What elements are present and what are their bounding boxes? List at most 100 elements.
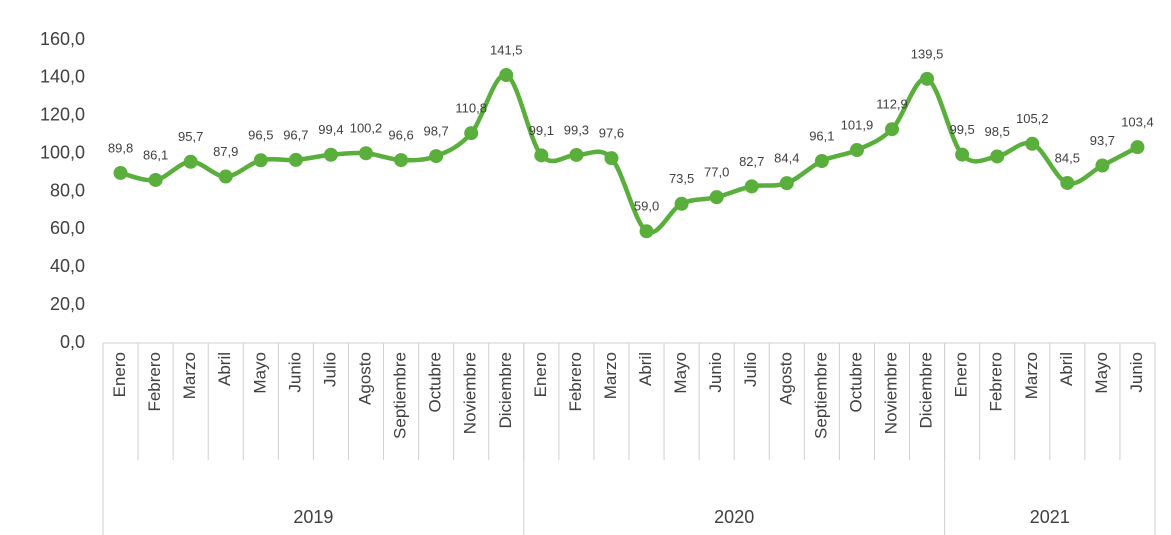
y-tick-label: 60,0 (50, 218, 85, 238)
x-tick-label: Junio (1127, 352, 1146, 393)
value-label: 96,1 (809, 128, 834, 143)
group-label: 2019 (293, 507, 333, 527)
y-tick-label: 20,0 (50, 294, 85, 314)
x-tick-label: Febrero (145, 352, 164, 412)
value-label: 96,7 (283, 127, 308, 142)
x-tick-label: Octubre (426, 352, 445, 412)
x-tick-label: Julio (320, 352, 339, 387)
x-tick-label: Abril (215, 352, 234, 386)
x-tick-label: Noviembre (881, 352, 900, 434)
y-tick-label: 120,0 (40, 105, 85, 125)
x-tick-label: Enero (952, 352, 971, 397)
series-line (119, 72, 1139, 235)
point (323, 147, 338, 162)
value-label: 84,5 (1055, 150, 1080, 165)
value-label: 99,3 (564, 122, 589, 137)
point (990, 149, 1005, 164)
x-tick-label: Septiembre (811, 352, 830, 439)
x-tick-label: Abril (636, 352, 655, 386)
value-label: 73,5 (669, 171, 694, 186)
point (920, 71, 935, 86)
value-label: 100,2 (350, 121, 383, 136)
point (394, 153, 409, 168)
x-tick-label: Diciembre (917, 352, 936, 429)
point (1025, 136, 1040, 151)
value-label: 97,6 (599, 126, 624, 141)
point (253, 153, 268, 168)
y-tick-label: 160,0 (40, 29, 85, 49)
x-tick-label: Junio (706, 352, 725, 393)
point (288, 152, 303, 167)
value-label: 105,2 (1016, 111, 1049, 126)
x-tick-label: Mayo (671, 352, 690, 394)
point (639, 224, 654, 239)
point (218, 169, 233, 184)
y-tick-label: 100,0 (40, 142, 85, 162)
value-label: 84,4 (774, 151, 799, 166)
x-tick-label: Abril (1057, 352, 1076, 386)
point (744, 179, 759, 194)
point (814, 154, 829, 169)
point (1060, 175, 1075, 190)
value-label: 96,5 (248, 128, 273, 143)
point (464, 126, 479, 141)
y-tick-label: 80,0 (50, 180, 85, 200)
x-tick-label: Noviembre (461, 352, 480, 434)
value-label: 139,5 (911, 46, 944, 61)
x-tick-label: Mayo (1092, 352, 1111, 394)
value-label: 110,8 (455, 101, 487, 116)
value-label: 98,5 (985, 124, 1010, 139)
value-label: 93,7 (1090, 133, 1115, 148)
value-label: 96,6 (388, 128, 413, 143)
x-tick-label: Marzo (1022, 352, 1041, 399)
x-tick-label: Agosto (355, 352, 374, 405)
value-label: 141,5 (490, 42, 523, 57)
value-label: 77,0 (704, 165, 729, 180)
group-label: 2020 (714, 507, 754, 527)
value-label: 86,1 (143, 147, 168, 162)
point (359, 146, 373, 161)
x-tick-label: Junio (285, 352, 304, 393)
x-tick-label: Septiembre (391, 352, 410, 439)
x-tick-label: Enero (110, 352, 129, 397)
y-tick-label: 0,0 (60, 332, 85, 352)
point (499, 68, 514, 83)
point (674, 196, 689, 211)
point (1130, 140, 1145, 155)
x-tick-label: Mayo (250, 352, 269, 394)
point (885, 122, 899, 137)
y-tick-label: 140,0 (40, 67, 85, 87)
value-label: 99,5 (949, 122, 974, 137)
value-label: 98,7 (423, 124, 448, 139)
x-tick-label: Diciembre (496, 352, 515, 429)
point (183, 154, 198, 169)
x-tick-label: Octubre (846, 352, 865, 412)
point (569, 147, 584, 162)
point (148, 172, 163, 187)
point (429, 149, 444, 164)
value-label: 59,0 (634, 199, 659, 214)
value-label: 103,4 (1121, 115, 1154, 130)
point (709, 190, 724, 205)
value-label: 99,1 (529, 123, 554, 138)
value-label: 101,9 (841, 117, 874, 132)
x-tick-label: Agosto (776, 352, 795, 405)
point (779, 176, 794, 191)
x-tick-label: Marzo (180, 352, 199, 399)
x-tick-label: Marzo (601, 352, 620, 399)
point (113, 165, 128, 180)
x-tick-label: Enero (531, 352, 550, 397)
x-tick-label: Febrero (566, 352, 585, 412)
y-tick-label: 40,0 (50, 256, 85, 276)
point (1095, 158, 1110, 173)
value-label: 82,7 (739, 154, 764, 169)
value-label: 99,4 (318, 122, 343, 137)
value-label: 89,8 (108, 140, 133, 155)
x-tick-label: Julio (741, 352, 760, 387)
group-label: 2021 (1030, 507, 1070, 527)
value-label: 112,9 (876, 97, 908, 112)
x-tick-label: Febrero (987, 352, 1006, 412)
value-label: 95,7 (178, 129, 203, 144)
point (604, 151, 619, 166)
